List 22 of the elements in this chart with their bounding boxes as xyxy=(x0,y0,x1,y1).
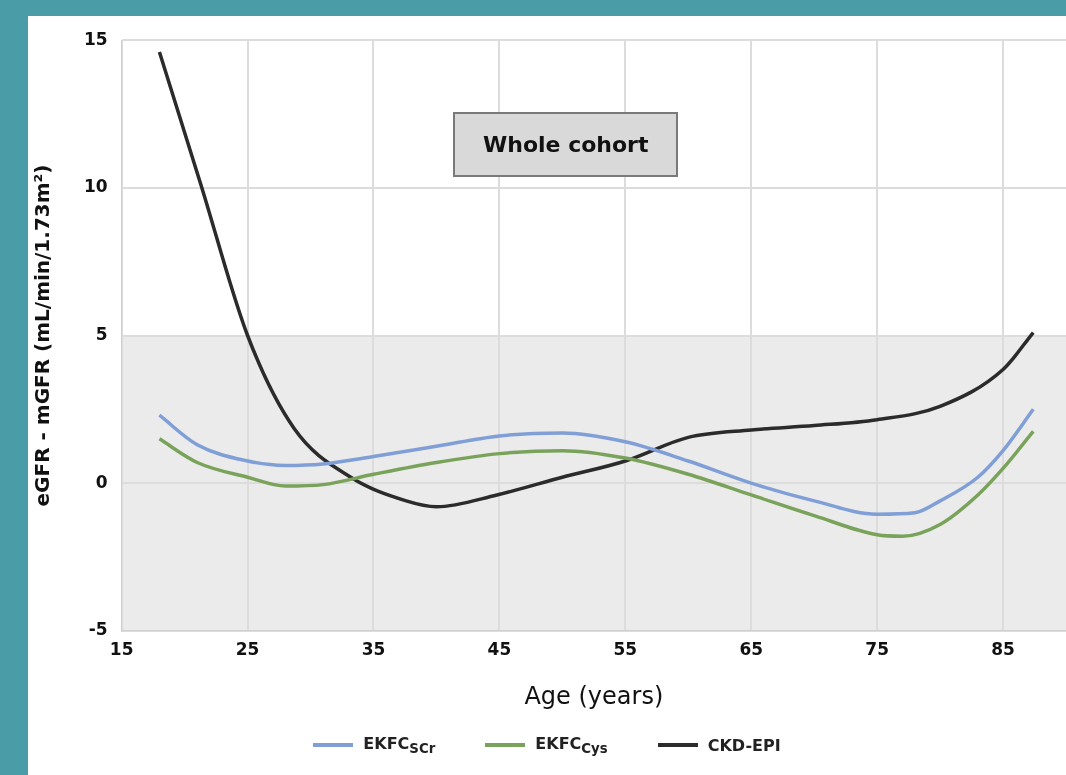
legend-label: EKFC$_{SCr}$ xyxy=(363,734,436,757)
y-tick-label: 5 xyxy=(95,323,108,344)
legend-label: EKFC$_{Cys}$ xyxy=(535,734,608,757)
x-tick-label: 65 xyxy=(739,639,764,660)
line-series xyxy=(157,429,1036,539)
x-axis-title: Age (years) xyxy=(524,681,664,710)
y-tick-label: 10 xyxy=(83,176,108,197)
x-tick-label: 35 xyxy=(361,639,386,660)
x-tick-label: 45 xyxy=(487,639,512,660)
line-series xyxy=(157,407,1036,516)
y-axis-title: eGFR - mGFR (mL/min/1.73m²) xyxy=(30,164,55,507)
x-tick-label: 75 xyxy=(865,639,889,660)
x-tick-label: 25 xyxy=(235,639,260,660)
y-tick-label: -5 xyxy=(88,619,108,640)
x-tick-label: 15 xyxy=(109,639,134,660)
y-tick-label: 15 xyxy=(83,28,108,49)
line-series xyxy=(157,50,1036,509)
annotation: Whole cohort xyxy=(453,112,679,177)
x-tick-label: 85 xyxy=(991,639,1015,660)
x-tick-label: 55 xyxy=(613,639,638,660)
y-tick-label: 0 xyxy=(95,471,108,492)
legend-label: CKD-EPI xyxy=(707,735,781,755)
